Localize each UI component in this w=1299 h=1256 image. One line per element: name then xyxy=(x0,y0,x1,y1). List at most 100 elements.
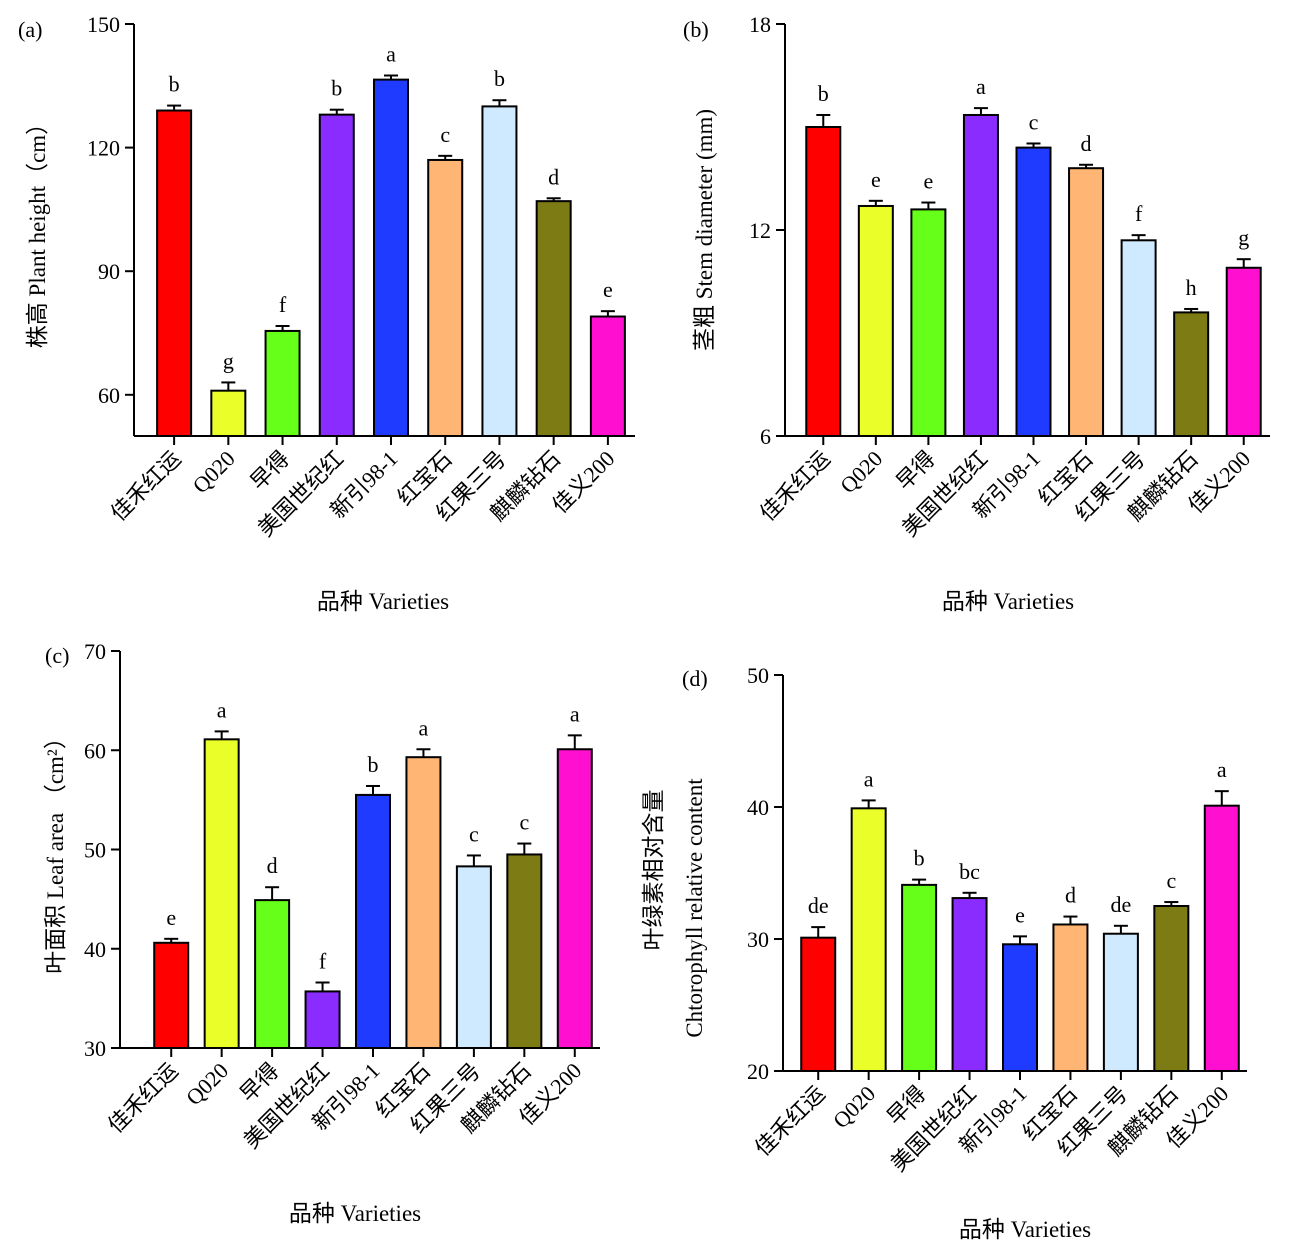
y-tick-label: 60 xyxy=(84,738,106,763)
bar xyxy=(1068,167,1105,437)
significance-label: b xyxy=(494,66,505,91)
bar xyxy=(951,897,988,1073)
significance-label: a xyxy=(386,42,396,67)
significance-label: a xyxy=(864,766,874,791)
significance-label: b xyxy=(818,81,829,106)
bar xyxy=(1153,905,1190,1072)
bar xyxy=(153,941,190,1049)
bar xyxy=(535,200,572,437)
bar xyxy=(318,113,355,437)
x-axis-title: 品种 Varieties xyxy=(317,589,449,614)
bar xyxy=(1173,311,1210,437)
bar xyxy=(556,748,593,1049)
y-tick-label: 60 xyxy=(98,383,120,408)
bar xyxy=(850,807,887,1072)
bar xyxy=(506,853,543,1050)
y-tick-label: 20 xyxy=(747,1059,769,1084)
bar xyxy=(254,899,291,1049)
y-tick-label: 6 xyxy=(760,424,771,449)
significance-label: c xyxy=(469,821,479,846)
bar xyxy=(405,756,442,1049)
y-tick-label: 120 xyxy=(87,136,120,161)
significance-label: d xyxy=(1065,883,1076,908)
bar xyxy=(805,126,842,437)
chart-panel-1: (a)6090120150b佳禾红运gQ020f早得b美国世纪红a新引98-1c… xyxy=(18,12,635,614)
bar xyxy=(800,936,837,1072)
significance-label: b xyxy=(914,846,925,871)
chart-panel-3: (c)3040506070e佳禾红运aQ020d早得f美国世纪红b新引98-1a… xyxy=(43,639,600,1226)
x-tick-label: 佳禾红运 xyxy=(755,446,835,526)
bar xyxy=(481,105,518,438)
y-tick-label: 30 xyxy=(747,927,769,952)
x-axis-title: 品种 Varieties xyxy=(959,1217,1091,1242)
bar xyxy=(1102,932,1139,1072)
x-tick-label: Q020 xyxy=(828,1081,880,1133)
y-axis-title: 茎粗 Stem diameter (mm) xyxy=(692,109,717,351)
y-tick-label: 40 xyxy=(747,795,769,820)
x-tick-label: 佳禾红运 xyxy=(103,1058,183,1138)
significance-label: a xyxy=(217,697,227,722)
significance-label: bc xyxy=(959,859,980,884)
x-axis-title: 品种 Varieties xyxy=(942,589,1074,614)
bar xyxy=(910,208,947,437)
x-tick-label: Q020 xyxy=(188,446,240,498)
significance-label: c xyxy=(1166,868,1176,893)
significance-label: c xyxy=(1029,109,1039,134)
y-tick-label: 40 xyxy=(84,937,106,962)
panel-label: (c) xyxy=(45,643,69,668)
significance-label: d xyxy=(1081,131,1092,156)
y-tick-label: 30 xyxy=(84,1036,106,1061)
x-tick-label: 佳禾红运 xyxy=(750,1081,830,1161)
bar xyxy=(373,78,409,438)
bar xyxy=(210,389,247,437)
significance-label: e xyxy=(1015,902,1025,927)
y-axis-title: 叶绿素相对含量 xyxy=(641,790,666,951)
panel-label: (b) xyxy=(683,17,709,42)
significance-label: f xyxy=(279,292,287,317)
significance-label: b xyxy=(368,752,379,777)
significance-label: c xyxy=(440,122,450,147)
bar xyxy=(1203,804,1240,1072)
x-tick-label: 早得 xyxy=(245,446,294,495)
significance-label: a xyxy=(570,701,580,726)
y-tick-label: 18 xyxy=(749,12,771,37)
bar xyxy=(1052,923,1089,1072)
y-tick-label: 50 xyxy=(747,663,769,688)
bar xyxy=(589,315,626,437)
x-tick-label: Q020 xyxy=(835,446,887,498)
panel-label: (a) xyxy=(18,17,42,42)
bar xyxy=(156,109,193,438)
significance-label: d xyxy=(267,853,278,878)
significance-label: f xyxy=(319,948,327,973)
significance-label: e xyxy=(603,277,613,302)
bar xyxy=(355,793,391,1049)
significance-label: c xyxy=(519,810,529,835)
significance-label: de xyxy=(808,893,829,918)
x-axis-title: 品种 Varieties xyxy=(289,1201,421,1226)
y-axis-title-secondary: Chtorophyll relative content xyxy=(682,778,707,1038)
significance-label: e xyxy=(871,167,881,192)
significance-label: b xyxy=(331,76,342,101)
x-tick-label: Q020 xyxy=(181,1058,233,1110)
significance-label: de xyxy=(1111,892,1132,917)
significance-label: h xyxy=(1186,275,1197,300)
chart-panel-2: (b)61218b佳禾红运eQ020e早得a美国世纪红c新引98-1d红宝石f红… xyxy=(683,12,1270,614)
significance-label: a xyxy=(1217,757,1227,782)
bar xyxy=(1002,943,1038,1073)
bar xyxy=(304,990,341,1049)
y-axis-title: 株高 Plant height（cm） xyxy=(25,112,50,348)
bar xyxy=(455,865,492,1049)
bar xyxy=(962,113,999,437)
bar xyxy=(1120,239,1157,437)
significance-label: f xyxy=(1135,201,1143,226)
bar xyxy=(857,204,894,437)
y-tick-label: 90 xyxy=(98,259,120,284)
x-tick-label: 佳禾红运 xyxy=(106,446,186,526)
significance-label: e xyxy=(924,169,934,194)
significance-label: b xyxy=(169,72,180,97)
bar xyxy=(901,883,938,1072)
bar xyxy=(1015,146,1052,437)
y-tick-label: 150 xyxy=(87,12,120,37)
